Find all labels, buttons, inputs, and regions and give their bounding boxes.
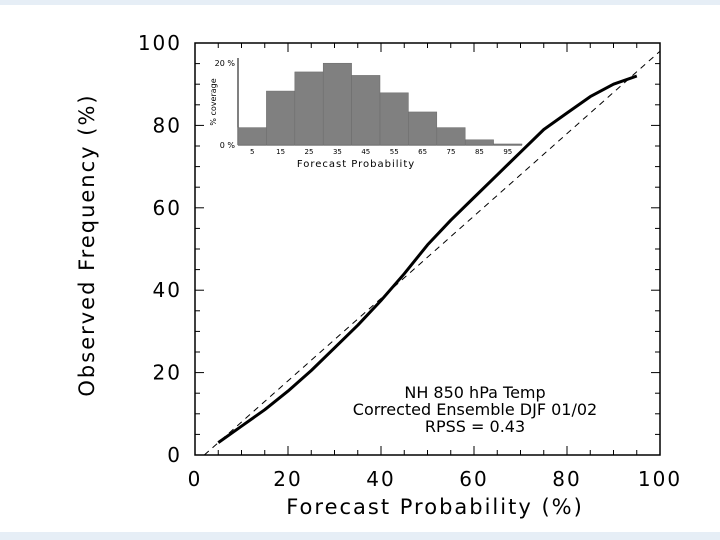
inset-x-tick-label: 5 — [250, 148, 254, 156]
bottom-border-strip — [0, 532, 720, 540]
inset-bars — [237, 62, 523, 146]
x-tick-labels: 0 20 40 60 80 100 — [188, 467, 682, 491]
inset-x-tick-label: 25 — [305, 148, 314, 156]
series-layer — [203, 50, 661, 456]
x-tick-label: 80 — [552, 467, 581, 491]
inset-x-axis-label: Forecast Probability — [297, 159, 415, 170]
x-tick-label: 60 — [459, 467, 488, 491]
inset-bar — [436, 127, 466, 146]
inset-bar — [493, 143, 523, 146]
inset-x-tick-label: 55 — [390, 148, 399, 156]
top-border-strip — [0, 0, 720, 5]
y-tick-label: 100 — [138, 31, 182, 55]
x-tick-label: 100 — [638, 467, 682, 491]
y-tick-label: 20 — [153, 361, 182, 385]
inset-histogram: 5 15 25 35 45 55 65 75 85 95 20 % 0 % % coverage … — [209, 58, 523, 170]
annotation-region: NH 850 hPa Temp — [404, 383, 545, 402]
inset-x-tick-label: 75 — [447, 148, 456, 156]
inset-bar — [294, 71, 324, 146]
x-tick-label: 40 — [366, 467, 395, 491]
main-axis-ticks — [194, 42, 661, 456]
y-axis-label: Observed Frequency (%) — [75, 93, 99, 396]
inset-bar — [266, 90, 296, 146]
y-tick-label: 40 — [153, 278, 182, 302]
perfect-reliability-diagonal — [203, 50, 661, 456]
inset-y-tick-20: 20 % — [215, 59, 236, 68]
inset-x-tick-labels: 5 15 25 35 45 55 65 75 85 95 — [250, 148, 512, 156]
inset-x-tick-label: 85 — [475, 148, 484, 156]
inset-bar — [464, 139, 494, 146]
y-tick-labels: 0 20 40 60 80 100 — [138, 31, 182, 467]
x-tick-label: 20 — [273, 467, 302, 491]
inset-x-tick-label: 35 — [333, 148, 342, 156]
inset-bar — [408, 111, 438, 146]
inset-y-tick-0: 0 % — [220, 141, 236, 150]
x-tick-label: 0 — [188, 467, 203, 491]
annotation-experiment: Corrected Ensemble DJF 01/02 — [353, 400, 597, 419]
y-tick-label: 60 — [153, 196, 182, 220]
annotation-rpss: RPSS = 0.43 — [425, 417, 525, 436]
inset-bar — [379, 92, 409, 146]
reliability-curve — [217, 74, 638, 444]
inset-x-tick-label: 15 — [276, 148, 285, 156]
x-axis-label: Forecast Probability (%) — [286, 495, 584, 519]
inset-x-tick-label: 95 — [503, 148, 512, 156]
y-tick-label: 80 — [153, 113, 182, 137]
inset-x-tick-label: 65 — [418, 148, 427, 156]
inset-y-axis-label: % coverage — [209, 78, 218, 125]
annotations: NH 850 hPa Temp Corrected Ensemble DJF 0… — [353, 383, 597, 436]
inset-x-tick-label: 45 — [361, 148, 370, 156]
inset-bar — [351, 75, 381, 146]
inset-bar — [322, 62, 352, 146]
inset-bar — [237, 127, 267, 146]
y-tick-label: 0 — [167, 443, 182, 467]
